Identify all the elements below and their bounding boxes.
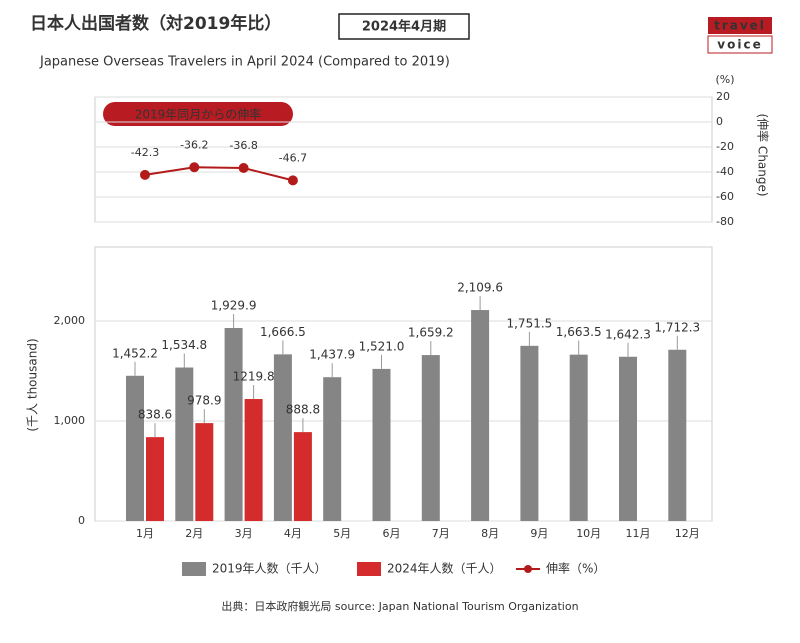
line [144,166,294,182]
x-tick-label: 2月 [185,527,203,540]
logo-bottom [707,35,773,54]
point [140,169,150,180]
y-tick-label: 0 [78,514,85,527]
bar [471,310,490,521]
legend-marker [524,565,532,573]
legend-label: 2019年人数（千人） [212,561,327,576]
point [238,163,249,173]
data-label: 1,929.9 [211,299,257,313]
data-label: 1,437.9 [309,348,355,362]
x-tick-label: 7月 [432,527,450,540]
badge-text: 2019年同月からの伸率 [135,107,262,122]
data-label: 1,751.5 [506,316,552,330]
bar [224,328,243,521]
x-tick-label: 10月 [576,527,601,540]
point [189,162,200,173]
bar [520,345,539,521]
data-label: -36.8 [229,139,257,152]
data-label: 1219.8 [233,370,275,384]
data-label: 978.9 [187,394,221,408]
source: 出典：日本政府観光局 source: Japan National Touris… [221,599,578,613]
x-tick-label: 1月 [136,527,154,540]
x-tick-label: 11月 [626,527,651,540]
legend-label: 2024年人数（千人） [387,561,502,576]
y2-tick-label: -60 [716,190,734,203]
bar [146,437,164,521]
data-label: 2,109.6 [457,281,503,295]
data-label: -42.3 [131,146,159,159]
bar [293,432,312,521]
x-tick-label: 3月 [235,527,253,540]
bar [668,349,687,521]
logo-text: travel [714,19,766,33]
data-label: 1,659.2 [408,326,454,340]
y2-label: (伸率 Change) [756,113,771,196]
point [287,175,298,186]
y-label: (千人 thousand) [26,338,40,431]
legend-swatch [357,562,381,576]
y2-tick-label: -80 [716,215,734,228]
y2-tick-label: 20 [716,90,730,103]
data-label: 888.8 [286,403,320,417]
y2-unit: (%) [715,73,734,86]
data-label: 838.6 [138,408,172,422]
legend-label: 伸率（%） [546,561,605,576]
bar [421,355,440,521]
y-tick-label: 1,000 [54,414,86,427]
period: 2024年4月期 [362,19,446,35]
data-label: -36.2 [180,138,208,151]
bar [195,423,214,521]
period-box [338,13,470,40]
bar [244,399,263,521]
x-tick-label: 6月 [383,527,401,540]
legend-swatch [182,562,206,576]
bar [372,368,391,521]
y2-tick-label: 0 [716,115,723,128]
data-label: 1,452.2 [112,346,158,360]
data-label: 1,663.5 [556,325,602,339]
x-tick-label: 12月 [675,527,700,540]
x-tick-label: 4月 [284,527,302,540]
data-label: -46.7 [279,151,307,164]
x-tick-label: 9月 [530,527,548,540]
y-tick-label: 2,000 [54,314,86,327]
chart-title: 日本人出国者数（対2019年比） [30,13,281,34]
data-label: 1,666.5 [260,325,306,339]
data-label: 1,712.3 [654,320,700,334]
x-tick-label: 8月 [481,527,499,540]
badge [103,102,293,126]
data-label: 1,521.0 [359,339,405,353]
bar [126,375,144,521]
y2-tick-label: -20 [716,140,734,153]
logo-top [708,17,772,34]
bar [619,356,637,521]
subtitle: Japanese Overseas Travelers in April 202… [39,55,450,70]
bar [569,354,588,521]
x-tick-label: 5月 [333,527,351,540]
y2-tick-label: -40 [716,165,734,178]
bar [175,367,194,521]
bar [273,354,292,521]
data-label: 1,642.3 [605,327,651,341]
bar [323,377,342,521]
data-label: 1,534.8 [161,338,207,352]
logo-text: voice [717,38,762,52]
